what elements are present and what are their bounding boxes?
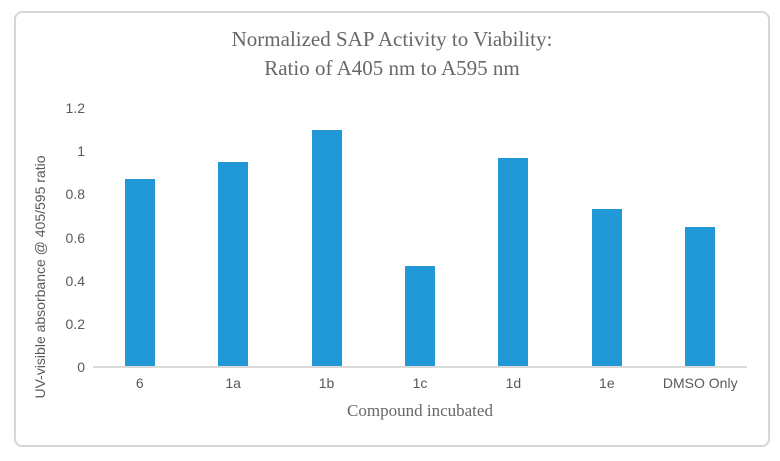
chart-title-line-2: Ratio of A405 nm to A595 nm	[264, 56, 520, 80]
bar-6	[124, 179, 155, 367]
category-label-6: 6	[135, 375, 144, 391]
y-tick-label-0.4: 0.4	[65, 272, 85, 289]
category-label-1a: 1a	[225, 375, 241, 391]
category-label-1e: 1e	[599, 375, 615, 391]
category-label-1c: 1c	[412, 375, 428, 391]
bar-slot-1c	[373, 108, 466, 367]
bar-1a	[218, 162, 249, 367]
bar-1e	[591, 209, 622, 367]
bar-slot-1b	[280, 108, 373, 367]
y-tick-label-1: 1	[77, 143, 85, 160]
y-axis-ticks: 0 0.2 0.4 0.6 0.8 1 1.2	[30, 0, 85, 461]
bar-slot-1e	[560, 108, 653, 367]
y-tick-label-0.6: 0.6	[65, 229, 85, 246]
x-category-labels: 6 1a 1b 1c 1d 1e DMSO Only	[93, 375, 747, 391]
category-label-1d: 1d	[505, 375, 522, 391]
bar-slot-1d	[467, 108, 560, 367]
bar-1b	[311, 129, 342, 367]
bar-slot-dmso-only	[654, 108, 747, 367]
chart-title-line-1: Normalized SAP Activity to Viability:	[231, 27, 553, 51]
bar-slot-1a	[186, 108, 279, 367]
x-axis-line	[93, 366, 747, 368]
x-axis-title: Compound incubated	[347, 401, 493, 420]
category-label-1b: 1b	[318, 375, 335, 391]
plot-area	[93, 108, 747, 367]
category-label-dmso-only: DMSO Only	[662, 375, 738, 391]
bar-slot-6	[93, 108, 186, 367]
y-tick-label-0.8: 0.8	[65, 186, 85, 203]
bar-dmso-only	[685, 226, 716, 367]
y-tick-label-1.2: 1.2	[65, 100, 85, 116]
chart-title: Normalized SAP Activity to Viability: Ra…	[14, 25, 770, 83]
y-tick-label-0: 0	[77, 359, 85, 375]
y-tick-label-0.2: 0.2	[65, 315, 85, 332]
bar-1c	[404, 265, 435, 367]
bar-1d	[498, 157, 529, 367]
